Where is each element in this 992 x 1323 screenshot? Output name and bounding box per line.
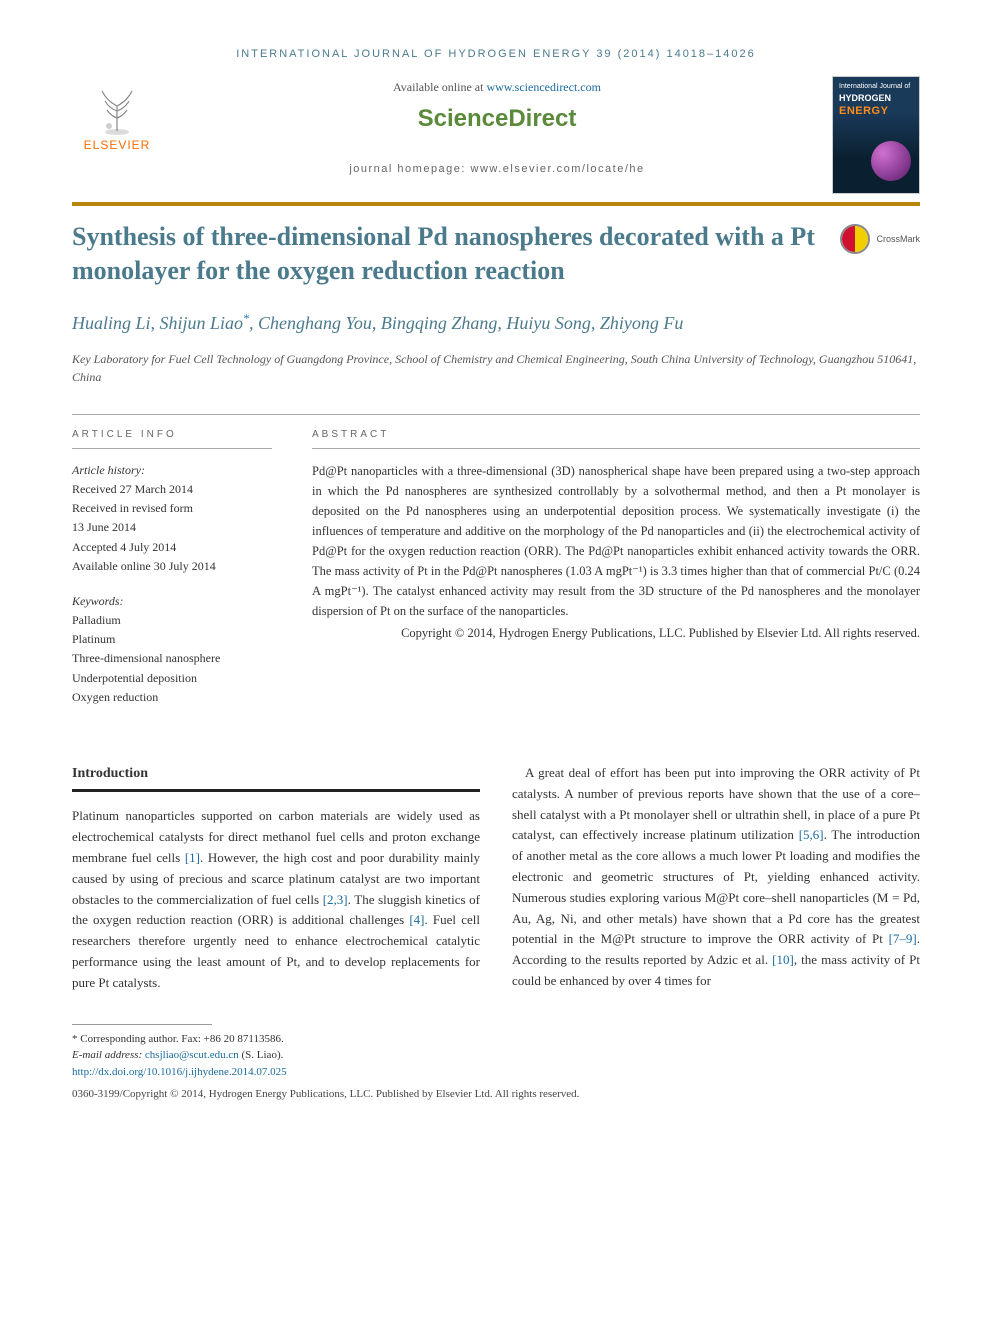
doi-link[interactable]: http://dx.doi.org/10.1016/j.ijhydene.201… bbox=[72, 1066, 287, 1078]
affiliation-text: Key Laboratory for Fuel Cell Technology … bbox=[72, 350, 920, 386]
sciencedirect-link[interactable]: www.sciencedirect.com bbox=[486, 80, 601, 94]
email-line: E-mail address: chsjliao@scut.edu.cn (S.… bbox=[72, 1047, 920, 1064]
journal-citation-header: INTERNATIONAL JOURNAL OF HYDROGEN ENERGY… bbox=[72, 48, 920, 60]
abstract-label: ABSTRACT bbox=[312, 429, 920, 449]
keyword-item: Underpotential deposition bbox=[72, 671, 197, 685]
abstract-copyright: Copyright © 2014, Hydrogen Energy Public… bbox=[312, 623, 920, 643]
issn-copyright-line: 0360-3199/Copyright © 2014, Hydrogen Ene… bbox=[72, 1086, 920, 1103]
body-column-right: A great deal of effort has been put into… bbox=[512, 763, 920, 994]
title-separator-bar bbox=[72, 202, 920, 206]
elsevier-logo-block[interactable]: ELSEVIER bbox=[72, 76, 162, 152]
article-history-block: Article history: Received 27 March 2014 … bbox=[72, 461, 272, 576]
cover-orb-graphic bbox=[871, 141, 911, 181]
intro-paragraph-2: A great deal of effort has been put into… bbox=[512, 763, 920, 992]
elsevier-tree-icon bbox=[87, 76, 147, 136]
crossmark-badge[interactable]: CrossMark bbox=[840, 224, 920, 254]
history-item: Available online 30 July 2014 bbox=[72, 559, 216, 573]
abstract-text: Pd@Pt nanoparticles with a three-dimensi… bbox=[312, 461, 920, 621]
publisher-header: ELSEVIER Available online at www.science… bbox=[72, 76, 920, 194]
history-item: Accepted 4 July 2014 bbox=[72, 540, 176, 554]
sciencedirect-block: Available online at www.sciencedirect.co… bbox=[162, 76, 832, 175]
footnotes-block: * Corresponding author. Fax: +86 20 8711… bbox=[72, 1031, 920, 1103]
keywords-block: Keywords: Palladium Platinum Three-dimen… bbox=[72, 592, 272, 707]
keywords-label: Keywords: bbox=[72, 594, 124, 608]
available-online-text: Available online at www.sciencedirect.co… bbox=[162, 80, 832, 95]
elsevier-wordmark: ELSEVIER bbox=[84, 138, 151, 152]
history-item: Received 27 March 2014 bbox=[72, 482, 193, 496]
keyword-item: Platinum bbox=[72, 632, 115, 646]
authors-list: Hualing Li, Shijun Liao*, Chenghang You,… bbox=[72, 310, 920, 336]
history-item: Received in revised form bbox=[72, 501, 193, 515]
article-info-label: ARTICLE INFO bbox=[72, 429, 272, 449]
available-prefix: Available online at bbox=[393, 80, 486, 94]
introduction-heading: Introduction bbox=[72, 763, 480, 792]
journal-cover-thumbnail[interactable]: International Journal of HYDROGEN ENERGY bbox=[832, 76, 920, 194]
history-label: Article history: bbox=[72, 463, 145, 477]
body-column-left: Introduction Platinum nanoparticles supp… bbox=[72, 763, 480, 994]
keyword-item: Three-dimensional nanosphere bbox=[72, 651, 220, 665]
keyword-item: Palladium bbox=[72, 613, 121, 627]
journal-homepage-text: journal homepage: www.elsevier.com/locat… bbox=[162, 163, 832, 175]
author-email-link[interactable]: chsjliao@scut.edu.cn bbox=[145, 1049, 239, 1061]
footnote-separator bbox=[72, 1024, 212, 1025]
article-title: Synthesis of three-dimensional Pd nanosp… bbox=[72, 220, 840, 288]
cover-line3: ENERGY bbox=[833, 105, 919, 117]
intro-paragraph-1: Platinum nanoparticles supported on carb… bbox=[72, 806, 480, 993]
cover-line1: International Journal of bbox=[833, 77, 919, 91]
cover-line2: HYDROGEN bbox=[833, 91, 919, 105]
email-label: E-mail address: bbox=[72, 1049, 145, 1061]
crossmark-label: CrossMark bbox=[876, 234, 920, 244]
history-item: 13 June 2014 bbox=[72, 520, 136, 534]
email-suffix: (S. Liao). bbox=[239, 1049, 284, 1061]
corresponding-author-note: * Corresponding author. Fax: +86 20 8711… bbox=[72, 1031, 920, 1048]
keyword-item: Oxygen reduction bbox=[72, 690, 158, 704]
crossmark-icon bbox=[840, 224, 870, 254]
sciencedirect-logo[interactable]: ScienceDirect bbox=[162, 105, 832, 133]
